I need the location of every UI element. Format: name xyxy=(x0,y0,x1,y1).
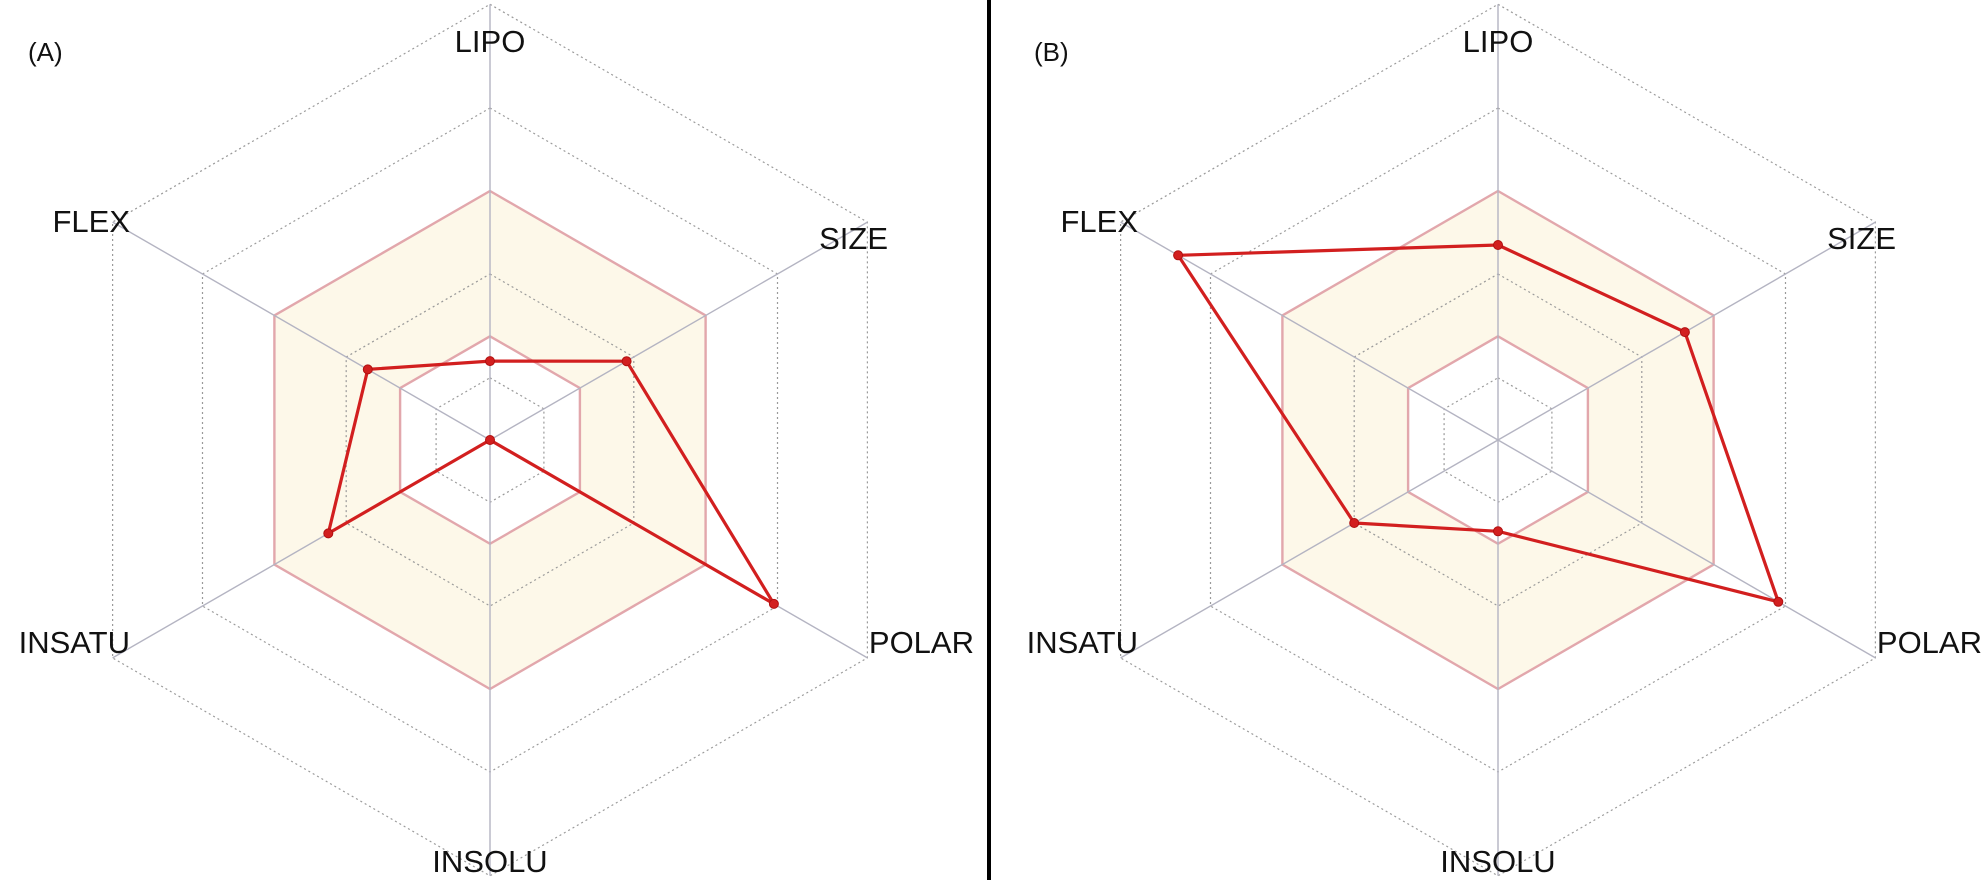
data-point-b-insatu xyxy=(1349,518,1360,528)
axis-labels-b: LIPO SIZE POLAR INSOLU INSATU FLEX xyxy=(1027,24,1982,879)
spoke-b-insatu xyxy=(1120,439,1499,659)
axis-label-a-polar: POLAR xyxy=(869,625,974,660)
axis-labels-a: LIPO SIZE POLAR INSOLU INSATU FLEX xyxy=(19,24,974,879)
axis-label-a-lipo: LIPO xyxy=(455,24,526,59)
axis-label-a-size: SIZE xyxy=(819,221,888,256)
axis-label-a-flex: FLEX xyxy=(52,204,130,239)
grid-a xyxy=(111,3,869,877)
data-point-b-lipo xyxy=(1493,240,1503,250)
axis-label-b-insolu: INSOLU xyxy=(1440,844,1555,879)
data-point-b-polar xyxy=(1773,596,1784,607)
data-a xyxy=(323,356,779,609)
data-b xyxy=(1173,240,1784,607)
data-point-a-insatu xyxy=(323,528,334,539)
spoke-b-flex xyxy=(1120,221,1499,441)
data-point-a-flex xyxy=(362,364,373,375)
data-point-b-flex xyxy=(1173,250,1184,261)
spoke-a-size xyxy=(489,221,868,441)
panel-label-a: (A) xyxy=(28,37,63,67)
data-point-a-lipo xyxy=(485,356,495,367)
data-point-a-insolu xyxy=(485,435,495,445)
axis-label-b-size: SIZE xyxy=(1827,221,1896,256)
axis-label-b-polar: POLAR xyxy=(1877,625,1982,660)
axis-label-b-insatu: INSATU xyxy=(1027,625,1138,660)
spoke-b-polar xyxy=(1497,439,1876,659)
axis-label-a-insolu: INSOLU xyxy=(432,844,547,879)
radar-panel-a: (A) LIPO SIZE POLAR INSOLU INSATU FLEX xyxy=(19,3,974,879)
data-point-b-size xyxy=(1679,327,1690,338)
data-point-a-size xyxy=(621,356,632,367)
spoke-a-flex xyxy=(112,221,491,441)
data-point-b-insolu xyxy=(1493,526,1503,537)
axis-label-b-lipo: LIPO xyxy=(1463,24,1534,59)
radar-panel-b: (B) LIPO SIZE POLAR INSOLU INSATU FLEX xyxy=(1027,3,1982,879)
axis-label-b-flex: FLEX xyxy=(1060,204,1138,239)
panel-label-b: (B) xyxy=(1034,37,1069,67)
data-point-a-polar xyxy=(768,598,779,609)
grid-b xyxy=(1119,3,1877,877)
axis-label-a-insatu: INSATU xyxy=(19,625,130,660)
